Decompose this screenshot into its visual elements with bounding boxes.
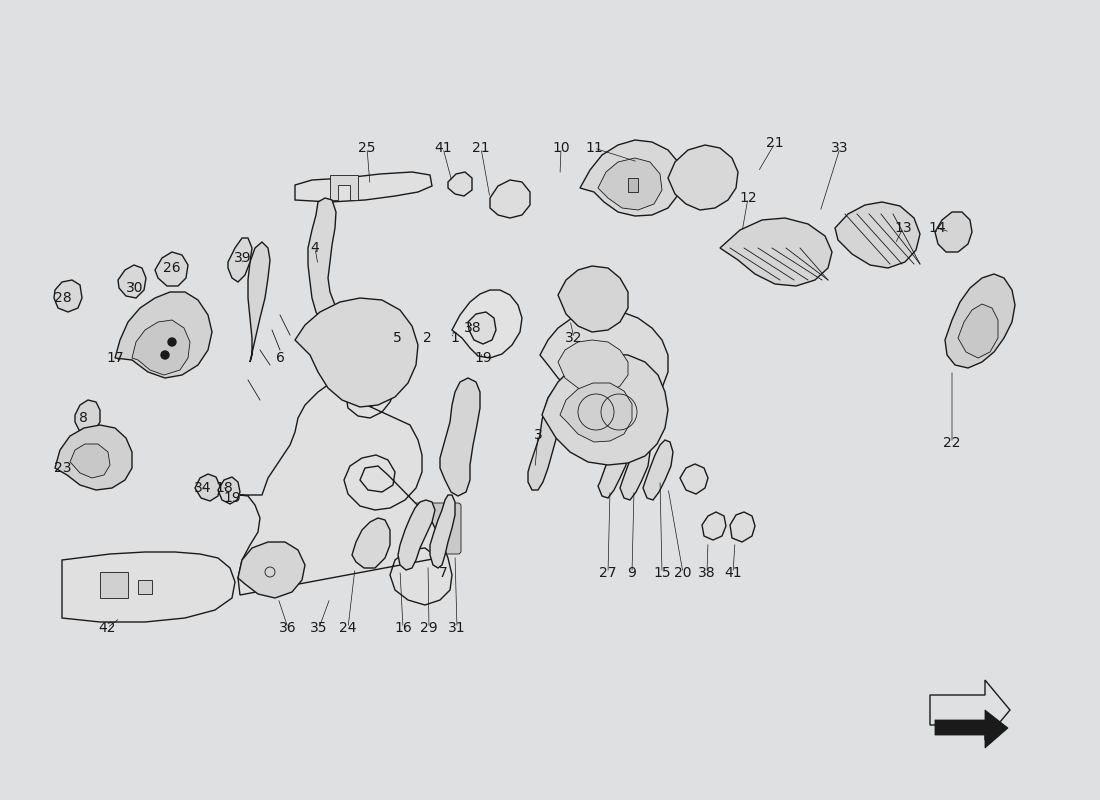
Polygon shape <box>62 552 235 622</box>
Text: 15: 15 <box>653 566 671 580</box>
Text: 32: 32 <box>565 331 583 345</box>
Text: 31: 31 <box>448 621 465 635</box>
Text: 23: 23 <box>54 461 72 475</box>
Text: 19: 19 <box>223 491 241 505</box>
Polygon shape <box>598 158 662 210</box>
Text: 16: 16 <box>394 621 411 635</box>
Polygon shape <box>935 710 1008 748</box>
Polygon shape <box>218 477 240 504</box>
FancyBboxPatch shape <box>324 505 386 556</box>
Polygon shape <box>935 212 972 252</box>
Polygon shape <box>542 354 668 465</box>
Text: 3: 3 <box>534 428 542 442</box>
Text: 38: 38 <box>698 566 716 580</box>
Polygon shape <box>468 312 496 344</box>
Polygon shape <box>528 392 562 490</box>
Text: 28: 28 <box>54 291 72 305</box>
Text: 42: 42 <box>98 621 116 635</box>
Text: 36: 36 <box>279 621 297 635</box>
Text: 12: 12 <box>739 191 757 205</box>
Text: 22: 22 <box>944 436 960 450</box>
Polygon shape <box>430 495 455 568</box>
Text: 26: 26 <box>163 261 180 275</box>
Polygon shape <box>452 290 522 358</box>
Text: 6: 6 <box>276 351 285 365</box>
Text: 4: 4 <box>310 241 319 255</box>
Polygon shape <box>620 440 650 500</box>
Text: 39: 39 <box>234 251 252 265</box>
Polygon shape <box>295 298 418 407</box>
Polygon shape <box>835 202 920 268</box>
Text: 10: 10 <box>552 141 570 155</box>
Polygon shape <box>560 383 632 442</box>
Polygon shape <box>730 512 755 542</box>
Polygon shape <box>238 370 452 605</box>
Polygon shape <box>118 265 146 298</box>
Polygon shape <box>100 572 128 598</box>
Polygon shape <box>644 440 673 500</box>
Polygon shape <box>540 310 668 412</box>
Polygon shape <box>490 180 530 218</box>
Polygon shape <box>308 198 336 325</box>
Polygon shape <box>75 400 100 433</box>
Text: 38: 38 <box>464 321 482 335</box>
FancyBboxPatch shape <box>400 503 461 554</box>
Polygon shape <box>138 580 152 594</box>
Text: 33: 33 <box>832 141 849 155</box>
Polygon shape <box>720 218 832 286</box>
Text: 24: 24 <box>339 621 356 635</box>
Polygon shape <box>558 340 628 393</box>
Text: 5: 5 <box>393 331 402 345</box>
Text: 13: 13 <box>894 221 912 235</box>
Text: 7: 7 <box>439 566 448 580</box>
Text: 25: 25 <box>359 141 376 155</box>
Polygon shape <box>295 172 432 202</box>
Text: 35: 35 <box>310 621 328 635</box>
Polygon shape <box>440 378 480 496</box>
Polygon shape <box>668 145 738 210</box>
Text: 27: 27 <box>600 566 617 580</box>
Text: 30: 30 <box>126 281 144 295</box>
Polygon shape <box>155 252 188 286</box>
Polygon shape <box>330 175 358 200</box>
Text: 41: 41 <box>434 141 452 155</box>
Text: 1: 1 <box>451 331 460 345</box>
Polygon shape <box>702 512 726 540</box>
Text: 8: 8 <box>78 411 87 425</box>
Text: 11: 11 <box>585 141 603 155</box>
Polygon shape <box>54 280 82 312</box>
Circle shape <box>161 351 169 359</box>
Text: 20: 20 <box>674 566 692 580</box>
Polygon shape <box>195 474 220 501</box>
Text: 17: 17 <box>107 351 124 365</box>
Text: 34: 34 <box>195 481 211 495</box>
Polygon shape <box>352 518 390 568</box>
Polygon shape <box>116 292 212 378</box>
Text: 18: 18 <box>216 481 233 495</box>
Text: 29: 29 <box>420 621 438 635</box>
Polygon shape <box>238 542 305 598</box>
Circle shape <box>168 338 176 346</box>
Polygon shape <box>680 464 708 494</box>
Polygon shape <box>598 440 628 498</box>
Polygon shape <box>248 242 270 362</box>
Polygon shape <box>70 444 110 478</box>
Text: 14: 14 <box>928 221 946 235</box>
Text: 9: 9 <box>628 566 637 580</box>
Polygon shape <box>580 140 682 216</box>
Text: 41: 41 <box>724 566 741 580</box>
Polygon shape <box>132 320 190 375</box>
Text: 19: 19 <box>474 351 492 365</box>
Text: 21: 21 <box>472 141 490 155</box>
Polygon shape <box>228 238 252 282</box>
Polygon shape <box>448 172 472 196</box>
Text: 21: 21 <box>767 136 784 150</box>
Polygon shape <box>558 266 628 332</box>
Polygon shape <box>398 500 434 570</box>
Polygon shape <box>945 274 1015 368</box>
Polygon shape <box>628 178 638 192</box>
Polygon shape <box>55 425 132 490</box>
Text: 2: 2 <box>422 331 431 345</box>
Polygon shape <box>958 304 998 358</box>
